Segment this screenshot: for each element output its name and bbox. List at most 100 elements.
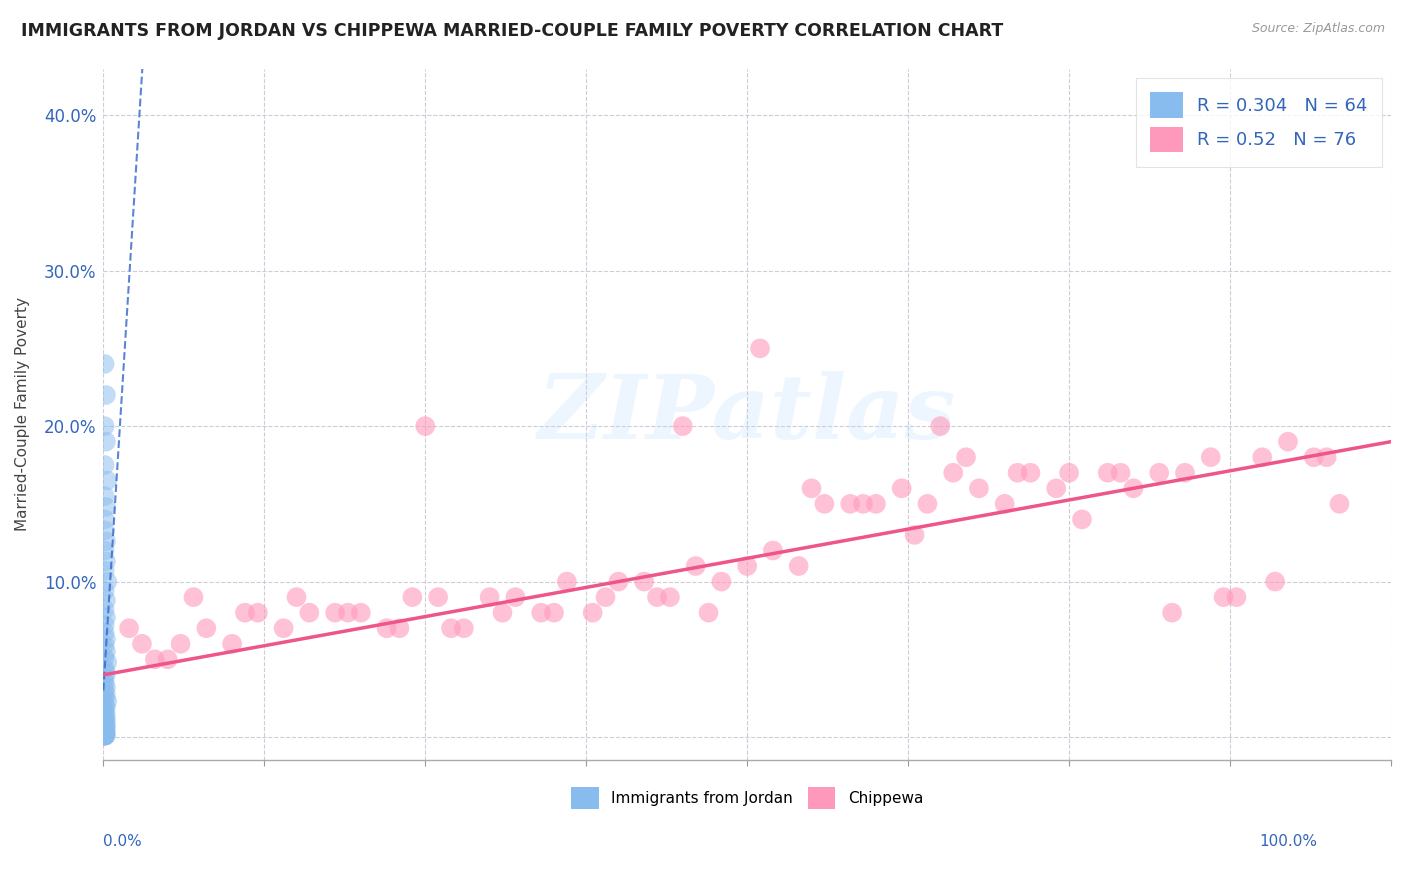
Point [93,662,115,676]
Point [93,683,115,698]
Point [143,652,166,666]
Point [93,618,115,632]
Point [852,497,875,511]
Point [1302,450,1324,465]
Point [94,644,117,658]
Point [1277,434,1299,449]
Point [582,606,605,620]
Point [645,590,668,604]
Point [94,725,117,739]
Point [93,721,115,735]
Point [93,725,115,739]
Point [1199,450,1222,465]
Point [478,590,501,604]
Point [323,606,346,620]
Point [93,564,115,578]
Point [685,559,707,574]
Point [440,621,463,635]
Point [93,729,115,743]
Point [800,481,823,495]
Point [96,694,118,708]
Point [93,729,115,743]
Point [543,606,565,620]
Point [93,714,115,729]
Point [233,606,256,620]
Point [93,638,115,652]
Point [93,512,115,526]
Text: Source: ZipAtlas.com: Source: ZipAtlas.com [1251,22,1385,36]
Point [298,606,321,620]
Point [710,574,733,589]
Point [350,606,373,620]
Point [93,729,115,743]
Text: ZIPatlas: ZIPatlas [538,371,956,458]
Point [1147,466,1170,480]
Point [1316,450,1339,465]
Point [1225,590,1247,604]
Point [94,713,117,727]
Point [749,342,772,356]
Point [93,419,115,434]
Point [93,704,115,718]
Point [195,621,218,635]
Point [93,357,115,371]
Point [1045,481,1067,495]
Point [1122,481,1144,495]
Point [93,489,115,503]
Point [697,606,720,620]
Point [93,727,115,741]
Point [93,543,115,558]
Point [94,632,117,646]
Point [221,637,243,651]
Text: IMMIGRANTS FROM JORDAN VS CHIPPEWA MARRIED-COUPLE FAMILY POVERTY CORRELATION CHA: IMMIGRANTS FROM JORDAN VS CHIPPEWA MARRI… [21,22,1004,40]
Point [1329,497,1351,511]
Point [94,729,117,743]
Point [94,534,117,549]
Point [156,652,179,666]
Point [93,706,115,721]
Point [94,721,117,735]
Point [1251,450,1274,465]
Point [94,700,117,714]
Point [813,497,835,511]
Point [762,543,785,558]
Point [93,719,115,733]
Point [917,497,939,511]
Point [555,574,578,589]
Point [285,590,308,604]
Point [93,626,115,640]
Point [1071,512,1094,526]
Point [955,450,977,465]
Point [942,466,965,480]
Point [427,590,450,604]
Point [94,500,117,514]
Point [93,716,115,731]
Point [93,602,115,616]
Point [93,723,115,738]
Point [491,606,513,620]
Point [1212,590,1234,604]
Point [337,606,360,620]
Text: 0.0%: 0.0% [103,834,142,848]
Point [1109,466,1132,480]
Point [994,497,1017,511]
Point [735,559,758,574]
Point [93,729,115,743]
Point [1007,466,1029,480]
Point [96,656,118,670]
Point [93,691,115,706]
Point [93,729,115,743]
Point [94,681,117,695]
Point [607,574,630,589]
Point [94,554,117,568]
Point [96,474,118,488]
Point [1097,466,1119,480]
Point [672,419,695,434]
Text: 100.0%: 100.0% [1260,834,1317,848]
Point [787,559,810,574]
Point [93,729,115,743]
Point [93,698,115,712]
Point [94,717,117,731]
Point [94,666,117,681]
Point [273,621,295,635]
